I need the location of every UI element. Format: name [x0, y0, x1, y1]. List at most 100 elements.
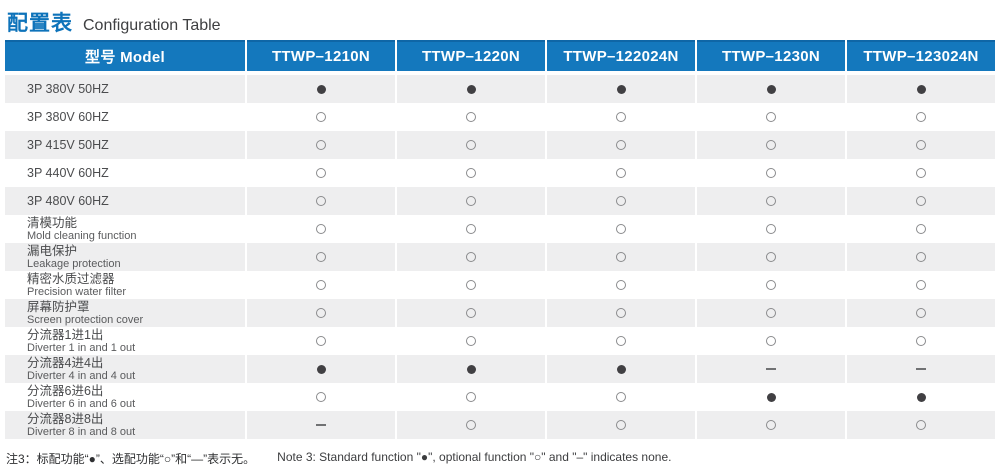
row-label-chinese: 漏电保护	[27, 243, 78, 258]
value-cell	[547, 327, 695, 355]
row-label-english: Diverter 6 in and 6 out	[27, 397, 136, 410]
optional-function-symbol	[616, 196, 626, 206]
column-header: TTWP–122024N	[547, 40, 695, 71]
configuration-table: 型号 Model TTWP–1210N TTWP–1220N TTWP–122024N…	[5, 40, 995, 439]
column-header: TTWP–1220N	[397, 40, 545, 71]
value-cell	[547, 131, 695, 159]
column-header-model: 型号 Model	[5, 40, 245, 71]
standard-function-symbol	[616, 84, 626, 94]
value-cell	[697, 103, 845, 131]
value-cell	[247, 159, 395, 187]
value-cell	[247, 383, 395, 411]
value-cell	[397, 131, 545, 159]
value-cell	[847, 355, 995, 383]
optional-function-symbol	[616, 280, 626, 290]
row-label-chinese: 分流器1进1出	[27, 327, 104, 342]
table-row: 3P 440V 60HZ	[5, 159, 995, 187]
column-header: TTWP–1230N	[697, 40, 845, 71]
row-label-chinese: 3P 380V 50HZ	[27, 81, 109, 96]
optional-function-symbol	[316, 252, 326, 262]
none-symbol	[916, 368, 926, 370]
optional-function-symbol	[616, 224, 626, 234]
value-cell	[547, 299, 695, 327]
optional-function-symbol	[316, 112, 326, 122]
optional-function-symbol	[916, 280, 926, 290]
footnote-english: Note 3: Standard function "●", optional …	[277, 450, 672, 464]
standard-function-symbol	[466, 364, 476, 374]
table-row: 屏幕防护罩 Screen protection cover	[5, 299, 995, 327]
standard-function-symbol	[766, 392, 776, 402]
optional-function-symbol	[316, 168, 326, 178]
value-cell	[847, 75, 995, 103]
value-cell	[847, 131, 995, 159]
value-cell	[847, 411, 995, 439]
optional-function-symbol	[916, 168, 926, 178]
value-cell	[847, 383, 995, 411]
value-cell	[697, 411, 845, 439]
row-label-chinese: 分流器6进6出	[27, 383, 104, 398]
optional-function-symbol	[316, 392, 326, 402]
standard-function-symbol	[766, 84, 776, 94]
row-label-english: Screen protection cover	[27, 313, 144, 326]
value-cell	[247, 187, 395, 215]
row-label-chinese: 分流器4进4出	[27, 355, 104, 370]
value-cell	[247, 243, 395, 271]
standard-function-symbol	[916, 392, 926, 402]
value-cell	[547, 187, 695, 215]
optional-function-symbol	[466, 420, 476, 430]
row-label-english: Diverter 8 in and 8 out	[27, 425, 136, 438]
value-cell	[247, 271, 395, 299]
row-label-cell: 3P 380V 50HZ	[5, 75, 245, 103]
optional-function-symbol	[316, 196, 326, 206]
value-cell	[397, 299, 545, 327]
value-cell	[397, 215, 545, 243]
row-label-chinese: 3P 380V 60HZ	[27, 109, 109, 124]
optional-function-symbol	[916, 140, 926, 150]
value-cell	[697, 75, 845, 103]
optional-function-symbol	[916, 308, 926, 318]
optional-function-symbol	[916, 420, 926, 430]
optional-function-symbol	[616, 168, 626, 178]
row-label-chinese: 3P 415V 50HZ	[27, 137, 109, 152]
table-body: 3P 380V 50HZ 3P 380V 60HZ 3P 415V 50HZ 3P 4…	[5, 75, 995, 439]
value-cell	[247, 327, 395, 355]
optional-function-symbol	[316, 336, 326, 346]
footnote: 注3：标配功能“●”、选配功能“○”和“—”表示无。 Note 3: Stand…	[6, 450, 1000, 466]
table-row: 3P 380V 60HZ	[5, 103, 995, 131]
optional-function-symbol	[316, 224, 326, 234]
page-title-english: Configuration Table	[83, 17, 221, 34]
row-label-chinese: 3P 480V 60HZ	[27, 193, 109, 208]
value-cell	[397, 243, 545, 271]
value-cell	[697, 383, 845, 411]
value-cell	[547, 103, 695, 131]
value-cell	[697, 159, 845, 187]
row-label-cell: 屏幕防护罩 Screen protection cover	[5, 299, 245, 327]
optional-function-symbol	[616, 112, 626, 122]
table-row: 精密水质过滤器 Precision water filter	[5, 271, 995, 299]
value-cell	[547, 215, 695, 243]
value-cell	[847, 187, 995, 215]
table-row: 漏电保护 Leakage protection	[5, 243, 995, 271]
row-label-cell: 分流器8进8出 Diverter 8 in and 8 out	[5, 411, 245, 439]
optional-function-symbol	[316, 140, 326, 150]
optional-function-symbol	[766, 252, 776, 262]
optional-function-symbol	[466, 168, 476, 178]
value-cell	[847, 215, 995, 243]
row-label-cell: 分流器6进6出 Diverter 6 in and 6 out	[5, 383, 245, 411]
optional-function-symbol	[766, 112, 776, 122]
table-row: 清模功能 Mold cleaning function	[5, 215, 995, 243]
row-label-english: Diverter 1 in and 1 out	[27, 341, 136, 354]
optional-function-symbol	[466, 252, 476, 262]
value-cell	[397, 75, 545, 103]
row-label-cell: 清模功能 Mold cleaning function	[5, 215, 245, 243]
table-row: 分流器1进1出 Diverter 1 in and 1 out	[5, 327, 995, 355]
value-cell	[247, 355, 395, 383]
row-label-chinese: 分流器8进8出	[27, 411, 104, 426]
optional-function-symbol	[916, 196, 926, 206]
table-row: 分流器4进4出 Diverter 4 in and 4 out	[5, 355, 995, 383]
row-label-cell: 漏电保护 Leakage protection	[5, 243, 245, 271]
none-symbol	[766, 368, 776, 370]
value-cell	[547, 383, 695, 411]
optional-function-symbol	[766, 280, 776, 290]
